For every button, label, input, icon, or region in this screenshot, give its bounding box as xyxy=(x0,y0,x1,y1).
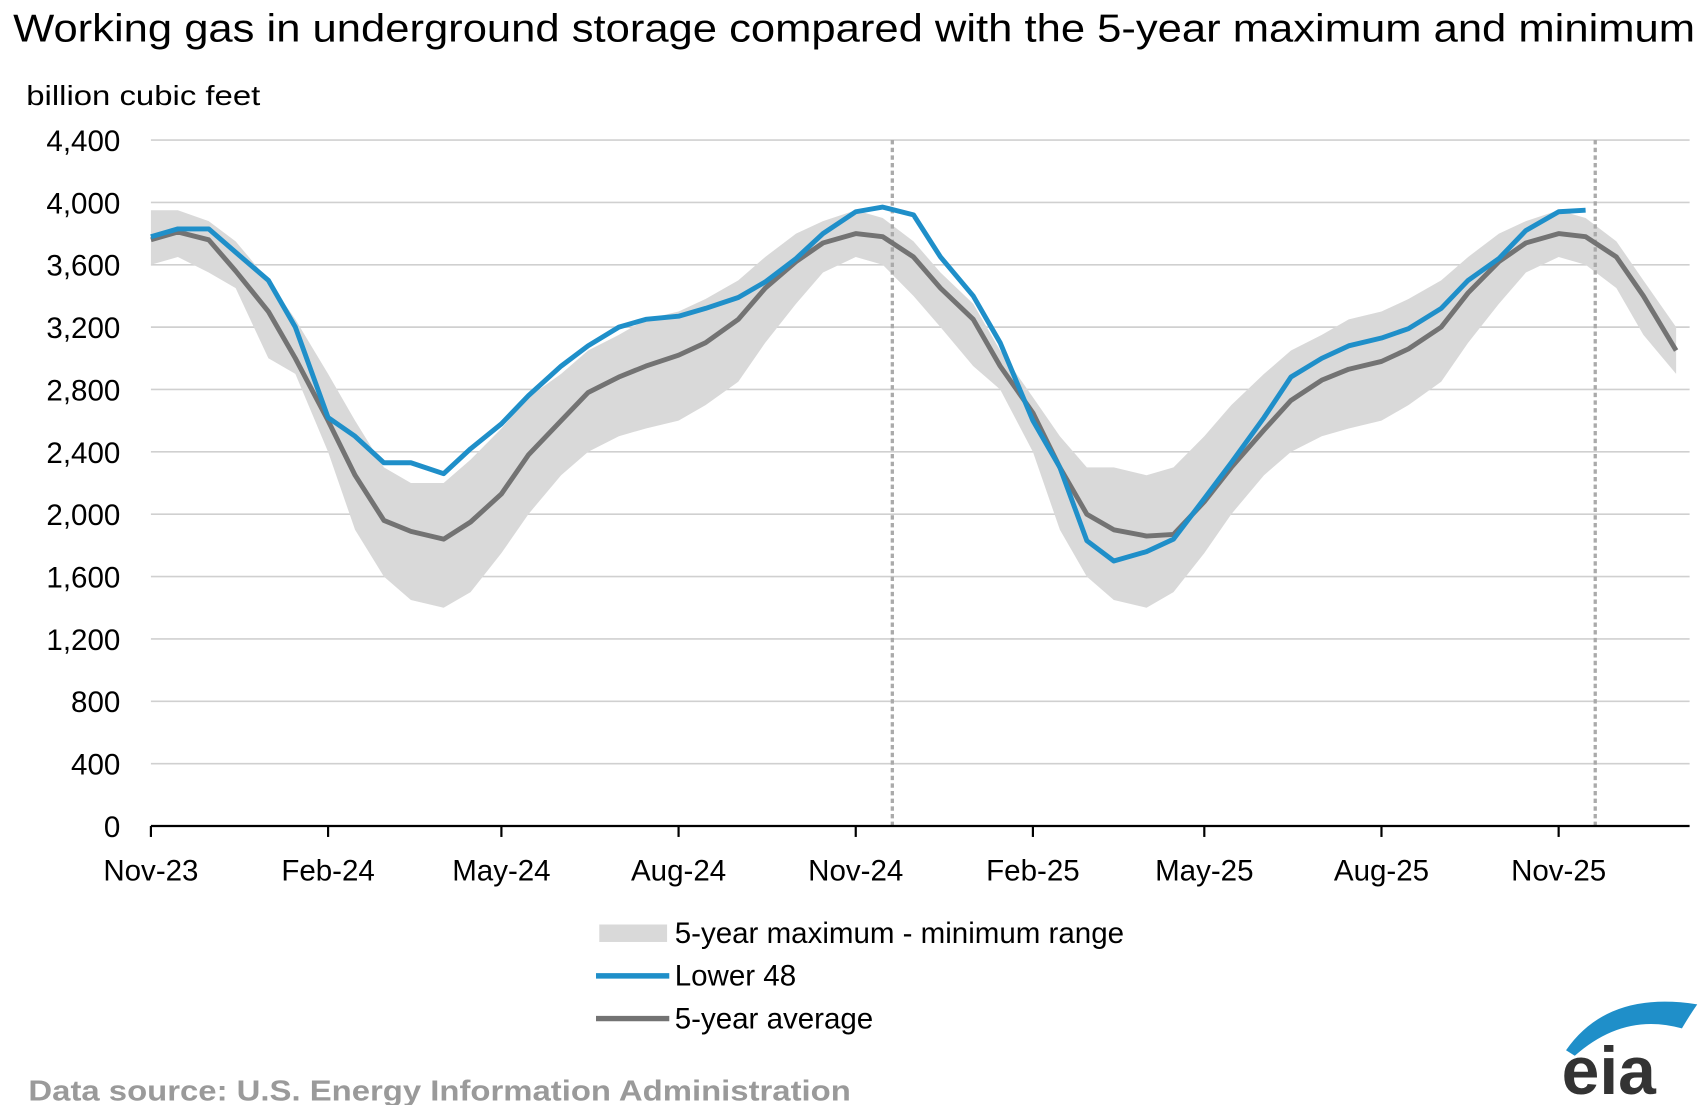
y-tick-label: 4,000 xyxy=(46,187,120,220)
y-tick-label: 0 xyxy=(104,811,120,844)
y-tick-label: 800 xyxy=(71,686,120,719)
y-axis-label: billion cubic feet xyxy=(26,80,261,111)
y-tick-label: 1,600 xyxy=(46,562,120,595)
gridlines xyxy=(150,139,1690,765)
y-tick-label: 2,000 xyxy=(46,499,120,532)
y-tick-label: 1,200 xyxy=(46,624,120,657)
x-tick-label: Nov-25 xyxy=(1511,855,1606,888)
y-tick-label: 2,800 xyxy=(46,374,120,407)
legend-label-lower-48: Lower 48 xyxy=(675,960,796,993)
eia-logo: eia xyxy=(1562,1001,1698,1105)
eia-logo-swoosh xyxy=(1566,1001,1698,1056)
range-band xyxy=(150,210,1677,608)
x-tick-label: Nov-24 xyxy=(808,855,903,888)
x-tick-label: Nov-23 xyxy=(103,855,198,888)
x-tick-label: Feb-25 xyxy=(986,855,1080,888)
legend-label-range: 5-year maximum - minimum range xyxy=(675,917,1124,950)
y-axis: 0 400 800 1,200 1,600 2,000 2,400 2,800 3,200 3,6… xyxy=(46,125,120,844)
series-line-lower-48 xyxy=(150,204,1586,564)
legend: 5-year maximum - minimum range Lower 48 … xyxy=(596,917,1124,1035)
data-source: Data source: U.S. Energy Information Adm… xyxy=(28,1076,850,1105)
y-tick-label: 2,400 xyxy=(46,437,120,470)
legend-swatch-range xyxy=(599,924,668,942)
y-tick-label: 3,200 xyxy=(46,312,120,345)
x-tick-label: Aug-24 xyxy=(631,855,726,888)
eia-logo-text: eia xyxy=(1562,1034,1658,1105)
x-axis: Nov-23 Feb-24 May-24 Aug-24 Nov-24 Feb-25 May-… xyxy=(103,826,1606,888)
x-tick-label: May-24 xyxy=(452,855,550,888)
y-tick-label: 400 xyxy=(71,749,120,782)
series-line-5-year-average xyxy=(150,229,1679,542)
legend-label-5-year-average: 5-year average xyxy=(675,1002,873,1035)
x-tick-label: Aug-25 xyxy=(1334,855,1429,888)
y-tick-label: 4,400 xyxy=(46,125,120,158)
y-tick-label: 3,600 xyxy=(46,250,120,283)
x-tick-label: May-25 xyxy=(1155,855,1253,888)
chart-title: Working gas in underground storage compa… xyxy=(13,7,1695,51)
x-tick-label: Feb-24 xyxy=(281,855,375,888)
